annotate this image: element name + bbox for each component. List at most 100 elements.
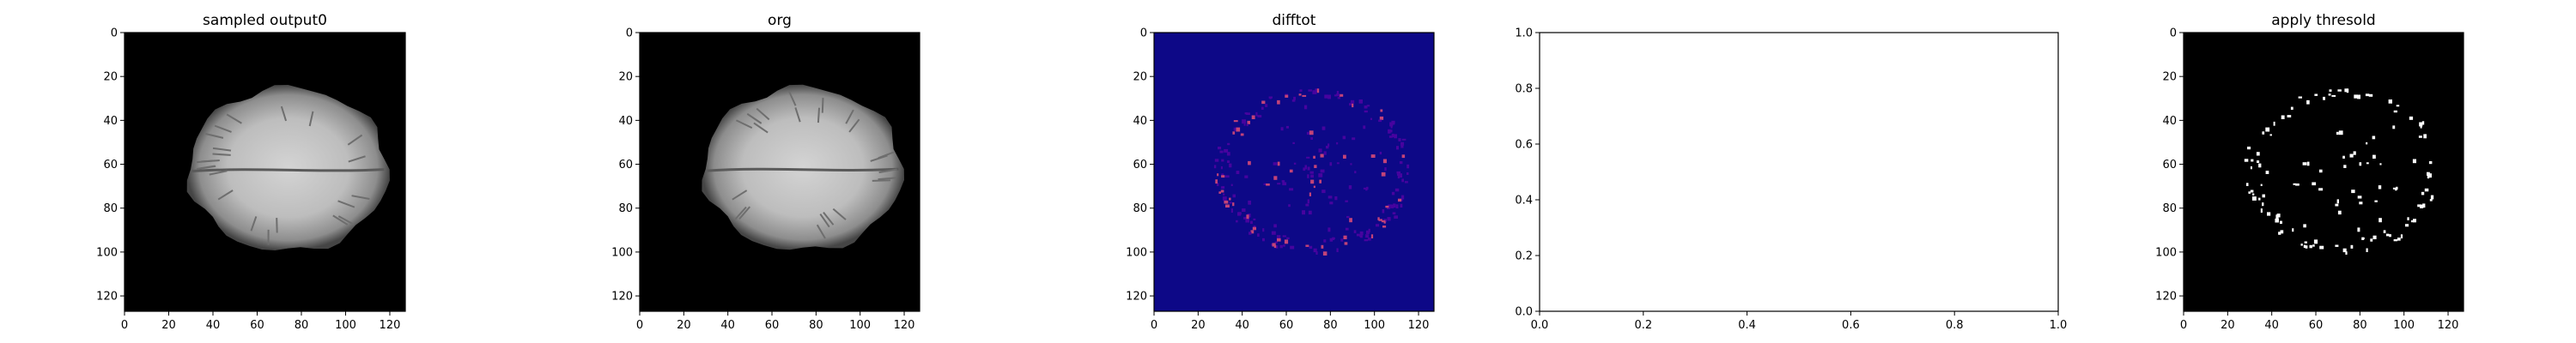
- x-tick-label: 100: [849, 319, 871, 332]
- pixel-speck: [1400, 203, 1403, 208]
- pixel-speck: [1396, 146, 1399, 150]
- brain-sulcus: [347, 134, 363, 146]
- pixel-speck: [1353, 230, 1357, 233]
- pixel-speck: [1400, 199, 1403, 202]
- pixel-speck: [2392, 187, 2397, 190]
- pixel-speck: [1246, 112, 1250, 115]
- axes-frame: [124, 32, 406, 312]
- pixel-speck: [2309, 244, 2312, 249]
- pixel-speck: [2346, 88, 2349, 93]
- pixel-speck: [1379, 152, 1382, 155]
- subplot-4: 0.0 0.2 0.4 0.6 0.8 1.0 0.0 0.2 0.4 0.6 0.8 1.0: [1515, 27, 2067, 333]
- pixel-speck: [1285, 125, 1289, 129]
- pixel-speck: [2374, 200, 2378, 202]
- pixel-speck: [1224, 175, 1230, 178]
- y-tick-label: 0: [1140, 27, 1147, 40]
- pixel-speck: [1224, 148, 1229, 153]
- pixel-speck: [2293, 183, 2297, 185]
- pixel-speck: [1298, 93, 1302, 96]
- pixel-speck: [1306, 156, 1310, 159]
- y-tick-label: 80: [2162, 202, 2177, 215]
- pixel-speck: [1388, 129, 1393, 133]
- pixel-speck: [1316, 88, 1320, 93]
- axes-frame: [639, 32, 920, 312]
- pixel-speck: [2246, 183, 2249, 186]
- pixel-speck: [2395, 189, 2397, 191]
- pixel-speck: [1389, 122, 1394, 126]
- pixel-speck: [2393, 239, 2397, 242]
- x-tick-label: 100: [2393, 319, 2415, 332]
- pixel-speck: [2303, 244, 2306, 249]
- pixel-speck: [2423, 134, 2427, 139]
- pixel-speck: [1226, 152, 1230, 156]
- pixel-speck: [1273, 224, 1277, 228]
- y-tick-label: 80: [1133, 202, 1147, 215]
- y-tick-label: 1.0: [1515, 27, 1533, 40]
- pixel-speck: [1391, 120, 1395, 124]
- pixel-speck: [1366, 105, 1370, 107]
- x-tick-label: 120: [894, 319, 915, 332]
- x-tick-label: 20: [1191, 319, 1206, 332]
- pixel-speck: [2273, 121, 2275, 126]
- pixel-speck: [2256, 152, 2260, 156]
- y-tick-label: 120: [611, 291, 633, 304]
- pixel-speck: [1277, 238, 1281, 242]
- pixel-speck: [1340, 238, 1344, 242]
- pixel-speck: [1396, 171, 1400, 174]
- pixel-speck: [2427, 175, 2430, 179]
- x-tick-label: 60: [765, 319, 780, 332]
- pixel-speck: [2357, 94, 2360, 99]
- brain-sulcus: [816, 224, 826, 239]
- pixel-speck: [1339, 93, 1344, 97]
- pixel-speck: [1388, 135, 1393, 138]
- pixel-speck: [1232, 194, 1236, 198]
- pixel-speck: [1342, 135, 1346, 140]
- pixel-speck: [1352, 137, 1356, 141]
- pixel-speck: [1282, 235, 1286, 238]
- axes-frame: [1539, 32, 2059, 312]
- brain-sulcus: [332, 214, 349, 226]
- pixel-speck: [1277, 99, 1280, 105]
- pixel-speck: [1319, 179, 1321, 184]
- pixel-speck: [1336, 248, 1339, 252]
- y-tick-label: 40: [103, 115, 118, 128]
- pixel-speck: [2292, 228, 2294, 232]
- pixel-speck: [1313, 185, 1315, 189]
- pixel-speck: [2278, 232, 2281, 235]
- pixel-speck: [2303, 224, 2306, 228]
- pixel-speck: [1400, 141, 1405, 146]
- pixel-speck: [2336, 199, 2339, 204]
- pixel-speck: [1286, 237, 1290, 239]
- pixel-speck: [2280, 220, 2282, 225]
- pixel-speck: [1308, 210, 1312, 215]
- pixel-speck: [1293, 162, 1297, 165]
- pixel-speck: [2422, 203, 2426, 208]
- pixel-speck: [1252, 226, 1256, 231]
- pixel-speck: [1394, 215, 1398, 219]
- pixel-speck: [1349, 103, 1352, 106]
- pixel-speck: [2265, 127, 2270, 132]
- subplot-title: apply thresold: [2271, 12, 2375, 29]
- pixel-speck: [1309, 192, 1311, 196]
- pixel-speck: [1384, 167, 1387, 172]
- pixel-speck: [1309, 245, 1313, 250]
- brain-sulcus: [209, 170, 228, 176]
- pixel-speck: [2260, 184, 2263, 186]
- pixel-speck: [2267, 212, 2271, 216]
- pixel-speck: [1310, 174, 1314, 178]
- pixel-speck: [1359, 231, 1364, 236]
- pixel-speck: [1271, 231, 1276, 235]
- pixel-speck: [1245, 218, 1249, 223]
- brain-sulcus: [738, 206, 750, 220]
- pixel-speck: [1327, 143, 1330, 147]
- pixel-speck: [1404, 181, 1408, 184]
- y-tick-label: 20: [103, 71, 118, 84]
- pixel-speck: [2349, 153, 2354, 158]
- pixel-speck: [1213, 165, 1217, 169]
- pixel-speck: [1312, 90, 1317, 94]
- x-tick-label: 0.8: [1946, 319, 1964, 332]
- pixel-speck: [2319, 245, 2324, 250]
- pixel-speck: [2318, 169, 2323, 173]
- threshold-mask: [2244, 88, 2434, 255]
- y-tick-label: 100: [2155, 246, 2177, 259]
